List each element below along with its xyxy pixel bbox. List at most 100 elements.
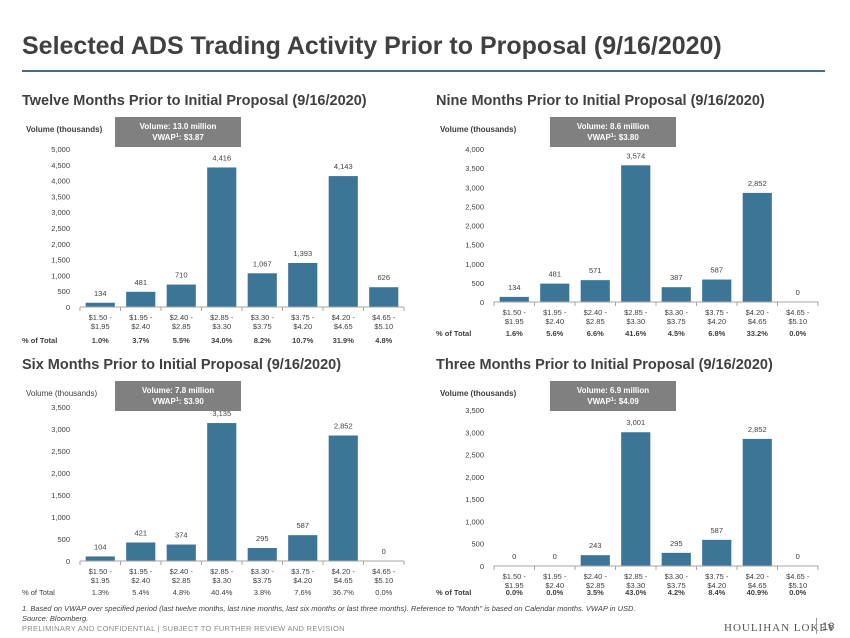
x-tick-label: $2.85 - [210, 313, 234, 322]
x-tick-label: $1.95 [91, 576, 110, 585]
pct-of-total-value: 36.7% [333, 588, 355, 597]
callout-vwap: VWAP1: $3.87 [152, 133, 204, 142]
y-tick-label: 2,000 [51, 240, 70, 249]
callout-vwap-value: : $3.80 [614, 133, 639, 142]
bar-value-label: 374 [175, 531, 188, 540]
pct-of-total-value: 4.8% [375, 336, 392, 345]
x-tick-label: $1.95 [91, 322, 110, 331]
bar [166, 544, 196, 561]
pct-of-total-value: 41.6% [625, 329, 647, 338]
y-tick-label: 2,500 [465, 451, 484, 460]
pct-of-total-value: 33.2% [747, 329, 769, 338]
bar-value-label: 481 [548, 270, 561, 279]
bar [499, 296, 529, 302]
bar-value-label: 481 [134, 278, 147, 287]
bar-chart-six-months: Volume (thousands) Volume: 7.8 million VWA… [22, 381, 405, 597]
bar-value-label: 134 [94, 289, 107, 298]
bar-value-label: 243 [589, 541, 602, 550]
bar [247, 273, 277, 307]
x-tick-label: $3.75 - [291, 313, 315, 322]
bar-value-label: 587 [296, 521, 309, 530]
x-tick-label: $3.75 - [291, 567, 315, 576]
y-tick-label: 2,000 [465, 473, 484, 482]
y-tick-label: 500 [57, 535, 70, 544]
y-tick-label: 1,000 [465, 517, 484, 526]
pct-of-total-label: % of Total [436, 329, 471, 338]
callout-box [115, 381, 241, 411]
footnote-line: 1. Based on VWAP over specified period (… [22, 604, 636, 613]
bar-value-label: 134 [508, 283, 521, 292]
callout-vwap: VWAP1: $3.80 [587, 133, 639, 142]
y-tick-label: 1,000 [465, 260, 484, 269]
bar-value-label: 2,852 [748, 425, 767, 434]
y-tick-label: 1,500 [465, 495, 484, 504]
callout-box [550, 381, 676, 411]
y-tick-label: 2,000 [465, 222, 484, 231]
bar-value-label: 1,393 [293, 249, 312, 258]
callout-vwap: VWAP1: $4.09 [587, 397, 639, 406]
x-tick-label: $4.20 - [332, 313, 356, 322]
bar-value-label: 571 [589, 266, 602, 275]
bar [126, 542, 156, 561]
x-tick-label: $2.85 [172, 576, 191, 585]
callout-vwap-prefix: VWAP [152, 397, 176, 406]
pct-of-total-value: 4.8% [173, 588, 190, 597]
callout-volume: Volume: 7.8 million [142, 386, 214, 395]
y-axis-label: Volume (thousands) [26, 125, 103, 134]
x-tick-label: $4.65 [748, 317, 767, 326]
x-tick-label: $4.20 - [746, 572, 770, 581]
chart-title: Three Months Prior to Initial Proposal (… [436, 357, 773, 373]
y-axis-label: Volume (thousands) [440, 125, 517, 134]
footer-divider [816, 618, 817, 634]
chart-panel-twelve-months: Twelve Months Prior to Initial Proposal … [22, 93, 414, 355]
x-tick-label: $3.30 [212, 576, 231, 585]
bar-value-label: 3,135 [212, 409, 231, 418]
bar [621, 165, 651, 302]
y-tick-label: 3,500 [51, 403, 70, 412]
pct-of-total-value: 40.4% [211, 588, 233, 597]
chart-title: Twelve Months Prior to Initial Proposal … [22, 93, 367, 109]
title-divider [22, 70, 825, 72]
y-axis-label: Volume (thousands) [440, 389, 517, 398]
footnote: 1. Based on VWAP over specified period (… [22, 604, 636, 623]
x-tick-label: $5.10 [374, 322, 393, 331]
pct-of-total-label: % of Total [22, 336, 57, 345]
pct-of-total-value: 3.7% [132, 336, 149, 345]
chart-panel-nine-months: Nine Months Prior to Initial Proposal (9… [436, 93, 828, 355]
pct-of-total-value: 4.2% [668, 588, 685, 597]
bar [85, 556, 115, 561]
bar [207, 423, 237, 561]
x-tick-label: $1.95 [505, 581, 524, 590]
x-tick-label: $2.85 - [624, 572, 648, 581]
pct-of-total-label: % of Total [436, 588, 471, 597]
page-title: Selected ADS Trading Activity Prior to P… [22, 32, 722, 60]
x-tick-label: $2.85 [586, 581, 605, 590]
y-tick-label: 4,000 [465, 145, 484, 154]
pct-of-total-value: 7.6% [294, 588, 311, 597]
pct-of-total-value: 0.0% [789, 588, 806, 597]
bar [540, 283, 570, 302]
firm-logo-text: HOULIHAN LOKEY [724, 622, 837, 634]
callout-vwap-value: : $4.09 [614, 397, 639, 406]
x-tick-label: $3.75 - [705, 572, 729, 581]
pct-of-total-value: 31.9% [333, 336, 355, 345]
y-tick-label: 4,000 [51, 177, 70, 186]
y-tick-label: 1,500 [51, 256, 70, 265]
callout-vwap: VWAP1: $3.90 [152, 397, 204, 406]
bar [126, 291, 156, 307]
x-tick-label: $1.95 - [543, 308, 567, 317]
bar-value-label: 421 [134, 528, 147, 537]
bar-chart-three-months: Volume (thousands) Volume: 6.9 million VWA… [436, 381, 819, 597]
pct-of-total-value: 5.6% [546, 329, 563, 338]
bar [328, 435, 358, 561]
bar-chart-twelve-months: Volume (thousands) Volume: 13.0 million VW… [22, 117, 405, 345]
callout-vwap-value: : $3.90 [179, 397, 204, 406]
bar [702, 279, 732, 302]
pct-of-total-value: 34.0% [211, 336, 233, 345]
x-tick-label: $2.85 [172, 322, 191, 331]
bar-value-label: 1,067 [253, 259, 272, 268]
x-tick-label: $4.20 [293, 576, 312, 585]
y-tick-label: 1,000 [51, 271, 70, 280]
y-tick-label: 3,500 [51, 192, 70, 201]
y-tick-label: 0 [480, 562, 484, 571]
